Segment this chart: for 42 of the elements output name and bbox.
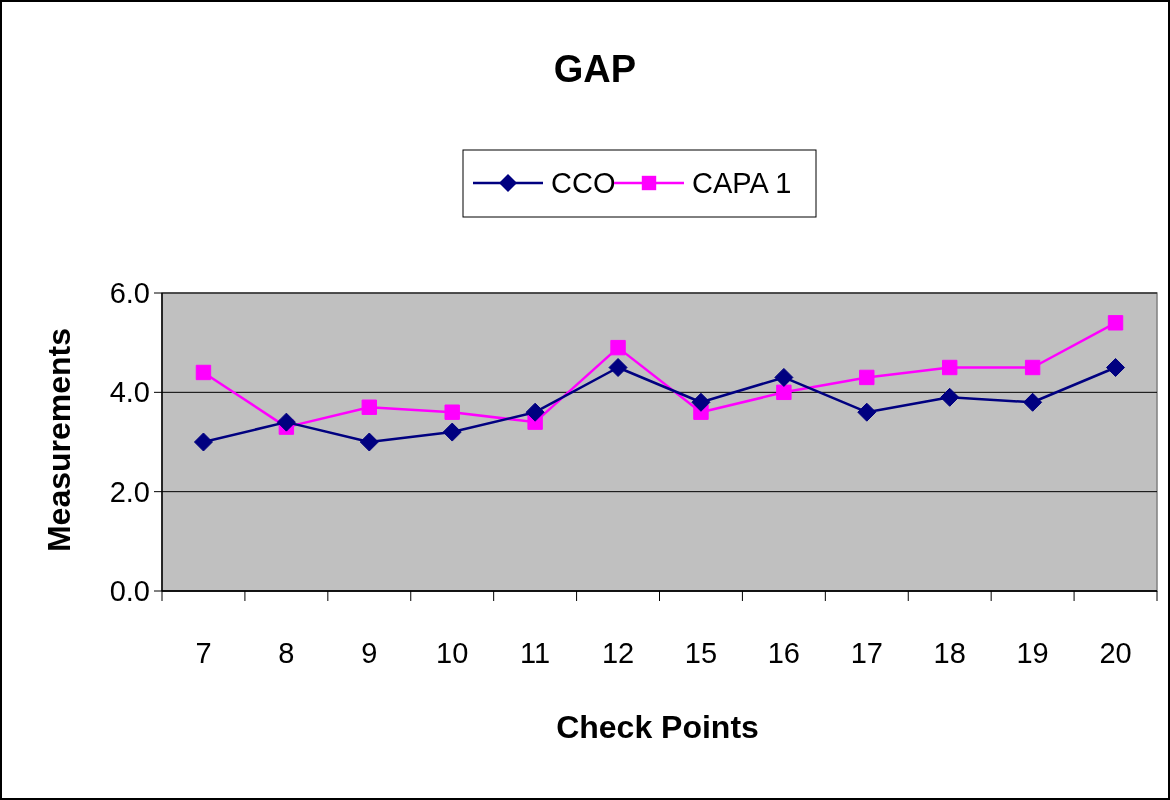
point xyxy=(857,402,877,422)
x-tick-label: 12 xyxy=(601,637,635,669)
point xyxy=(1107,315,1124,331)
x-tick-label: 20 xyxy=(1099,637,1132,669)
x-tick-label: 19 xyxy=(1016,637,1049,669)
x-tick-label: 11 xyxy=(520,637,551,669)
point xyxy=(774,367,794,387)
x-tick-label: 7 xyxy=(195,637,212,669)
point xyxy=(942,359,958,376)
y-tick-label: 2.0 xyxy=(109,475,150,508)
x-tick-label: 17 xyxy=(850,637,883,669)
x-tick-label: 18 xyxy=(933,637,966,669)
point xyxy=(276,412,296,432)
y-tick-label: 0.0 xyxy=(109,575,150,608)
point xyxy=(193,432,213,452)
point xyxy=(361,399,377,415)
x-tick-label: 10 xyxy=(436,637,469,669)
point xyxy=(442,422,462,442)
point xyxy=(359,432,379,452)
point xyxy=(444,404,460,420)
point xyxy=(1106,358,1126,377)
x-tick-label: 8 xyxy=(278,637,295,669)
x-axis-title: Check Points xyxy=(556,709,759,745)
x-tick-label: 15 xyxy=(684,637,718,669)
point xyxy=(1024,359,1041,376)
x-tick-label: 9 xyxy=(361,637,378,669)
point xyxy=(940,387,960,407)
y-tick-label: 6.0 xyxy=(109,277,150,310)
legend-label: CCO xyxy=(551,167,616,200)
point xyxy=(525,402,545,422)
point xyxy=(608,358,628,377)
point xyxy=(691,392,711,412)
point xyxy=(776,384,792,401)
legend-label: CAPA 1 xyxy=(692,167,792,200)
point xyxy=(859,369,875,386)
y-axis-title: Measurements xyxy=(41,327,77,553)
point xyxy=(195,364,212,381)
point xyxy=(1023,392,1043,412)
y-tick-label: 4.0 xyxy=(109,376,150,409)
chart-title: GAP xyxy=(553,48,637,90)
point xyxy=(610,339,626,356)
x-tick-label: 16 xyxy=(767,637,801,669)
